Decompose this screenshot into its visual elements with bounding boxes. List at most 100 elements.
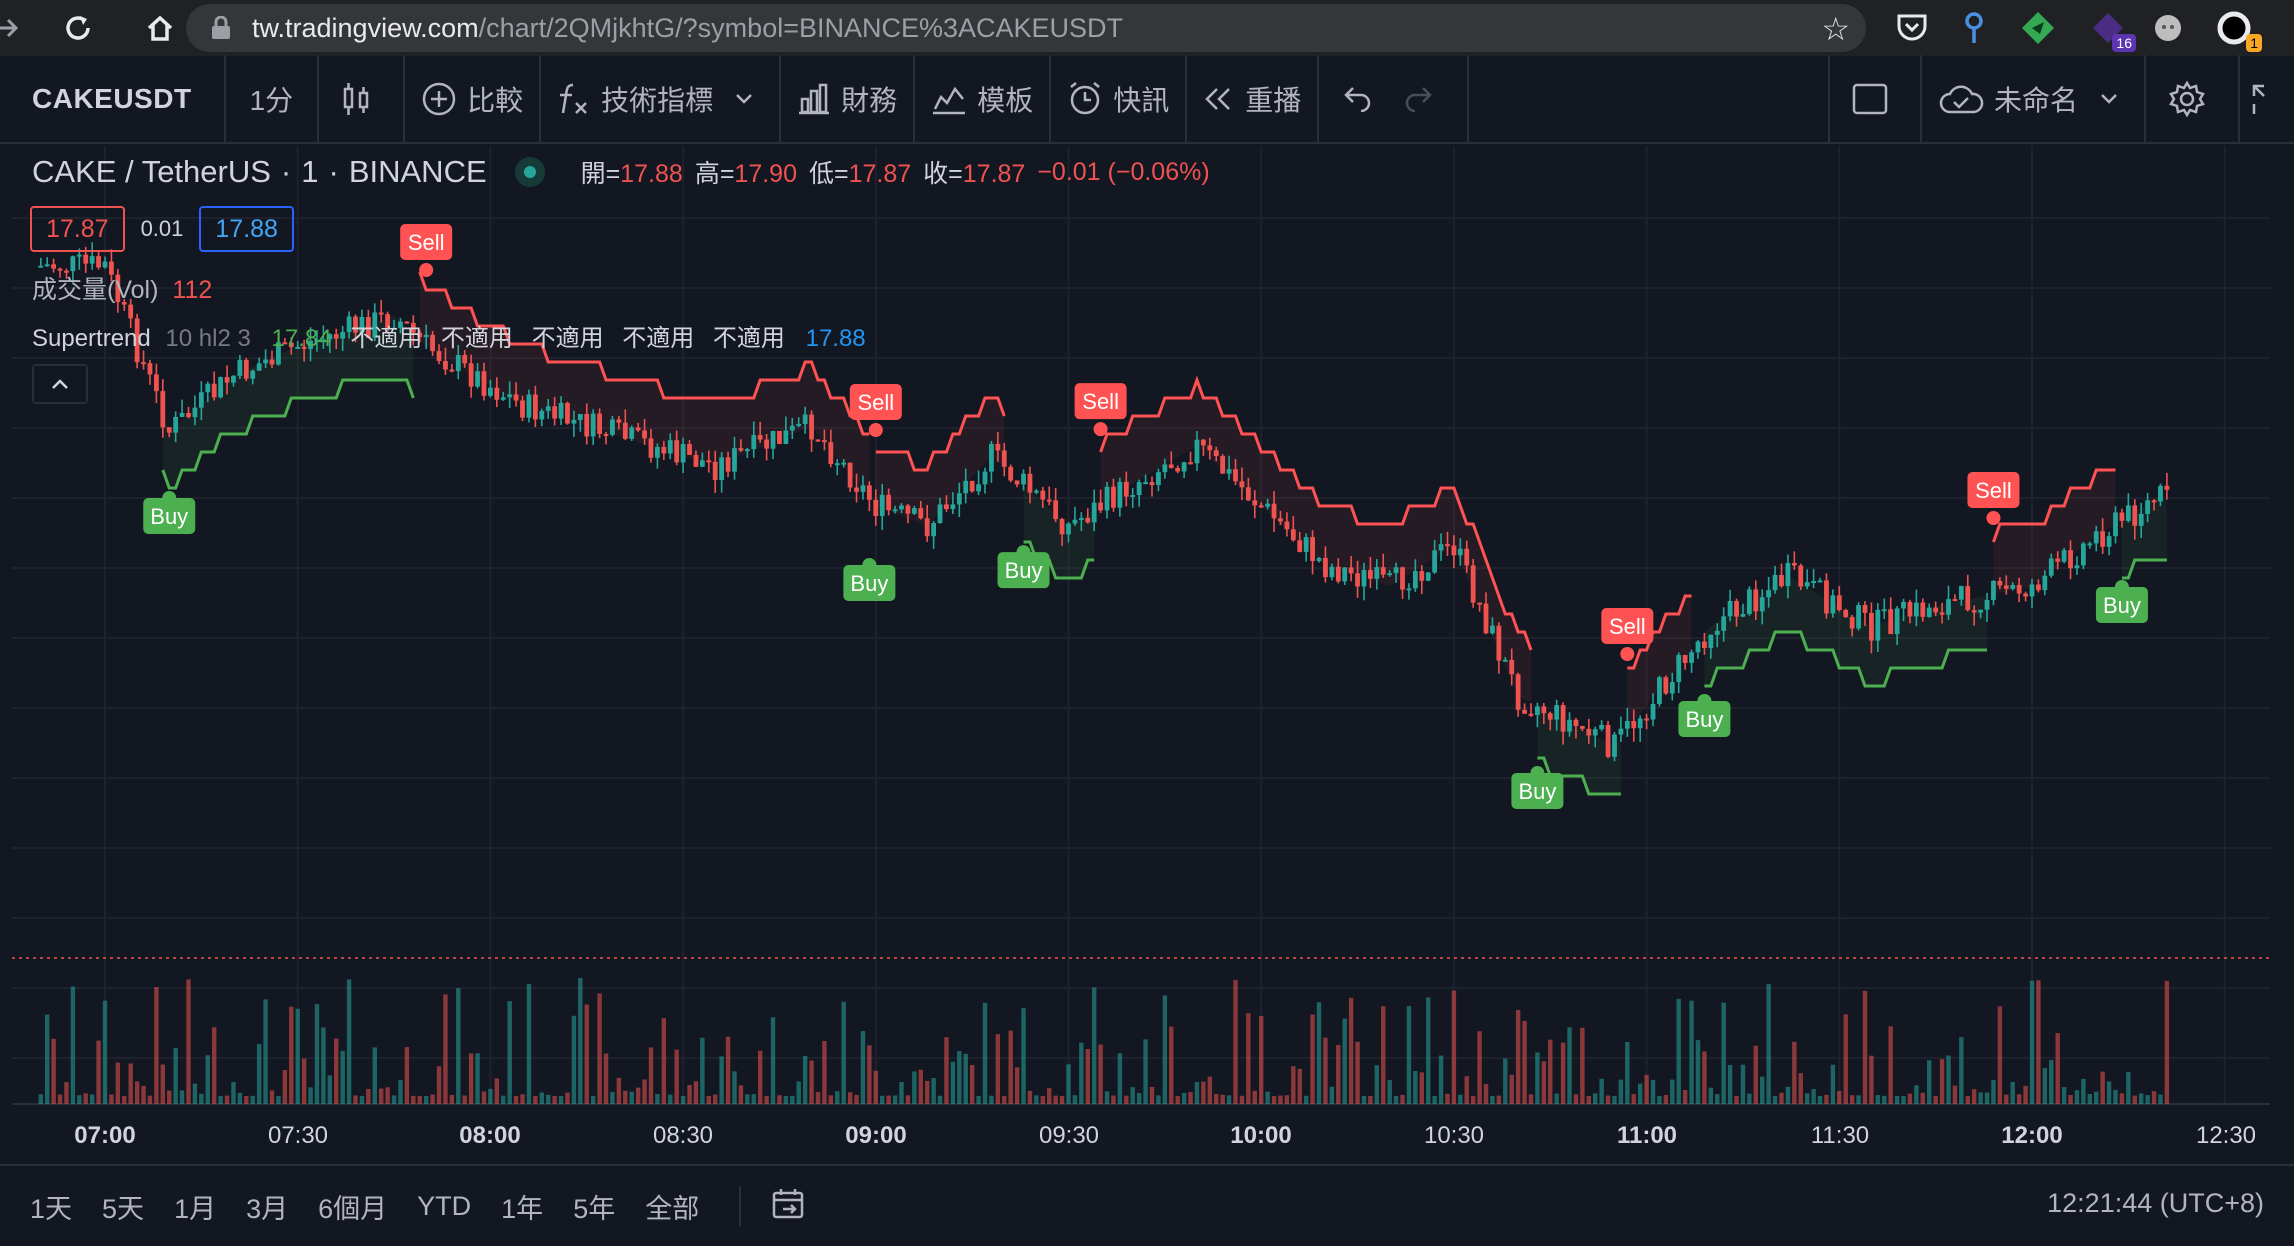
location-pin-icon[interactable] [1954, 8, 1994, 48]
reload-icon[interactable] [50, 0, 106, 56]
goto-date-button[interactable] [771, 1187, 805, 1226]
range-button-3m[interactable]: 3月 [246, 1193, 289, 1224]
signal-box [1601, 608, 1654, 644]
candle-body [1014, 480, 1020, 485]
save-layout-button[interactable]: 未命名 [1922, 55, 2146, 143]
legend-collapse-button[interactable] [32, 364, 88, 404]
candle-body [365, 317, 371, 338]
profile-icon[interactable]: 1 [2214, 8, 2262, 52]
chart-legend: CAKE / TetherUS · 1 · BINANCE 開=17.88 高=… [32, 154, 1222, 190]
price-chart[interactable]: Sell Buy Sell Buy Buy Sell Sell Buy Buy Sell Buy [0, 146, 2294, 1150]
volume-bar [1593, 1093, 1598, 1104]
compare-button[interactable]: 比較 [405, 55, 542, 143]
buy-price-button[interactable]: 17.88 [199, 206, 294, 252]
candle-body [1862, 605, 1868, 613]
volume-bar [873, 1070, 878, 1104]
volume-bar [1393, 1095, 1399, 1104]
volume-bar [1528, 1094, 1534, 1104]
home-icon[interactable] [132, 0, 188, 56]
sell-price-button[interactable]: 17.87 [30, 206, 125, 252]
replay-button[interactable]: 重播 [1187, 55, 1320, 143]
volume-bar [64, 1082, 69, 1104]
settings-button[interactable] [2146, 55, 2240, 143]
financials-button[interactable]: 財務 [781, 55, 916, 143]
legend-symbol-title[interactable]: CAKE / TetherUS [32, 154, 271, 189]
volume-bar [507, 1001, 512, 1104]
candle-body [2010, 584, 2016, 589]
supertrend-up-line [2121, 558, 2167, 580]
signal-labels: Sell Buy Sell Buy Buy Sell Sell Buy Buy Sell Buy [143, 224, 2148, 809]
volume-bar [822, 1041, 827, 1104]
candle-body [2138, 513, 2144, 526]
candle-body [712, 461, 718, 480]
pocket-icon[interactable] [1892, 8, 1932, 48]
purple-extension-icon[interactable]: 16 [2088, 8, 2136, 52]
range-button-ytd[interactable]: YTD [417, 1190, 472, 1221]
redo-icon[interactable] [1403, 86, 1433, 112]
candle-body [1965, 586, 1971, 611]
range-button-1m[interactable]: 1月 [174, 1193, 217, 1224]
range-button-all[interactable]: 全部 [645, 1193, 700, 1224]
range-button-5y[interactable]: 5年 [573, 1193, 616, 1224]
alerts-button[interactable]: 快訊 [1051, 55, 1188, 143]
bookmark-star-icon[interactable]: ☆ [1821, 11, 1850, 47]
chart-type-button[interactable] [319, 55, 406, 143]
volume-bar [2145, 1095, 2150, 1104]
clock-timezone[interactable]: 12:21:44 (UTC+8) [2047, 1188, 2264, 1218]
volume-bar [1612, 1095, 1617, 1104]
symbol-search-button[interactable]: CAKEUSDT [0, 55, 226, 143]
address-bar[interactable]: tw.tradingview.com/chart/2QMjkhtG/?symbo… [186, 4, 1866, 52]
volume-bar [1625, 1041, 1630, 1104]
volume-bar [802, 1055, 808, 1104]
supertrend-fill-area [419, 272, 870, 498]
range-button-1d[interactable]: 1天 [30, 1193, 73, 1224]
market-status-icon[interactable] [514, 157, 545, 187]
supertrend-legend-value: 17.84 [271, 325, 332, 352]
candle-body [38, 265, 44, 268]
volume-bar [571, 1015, 577, 1104]
forward-icon[interactable] [0, 0, 20, 56]
candle-body [1766, 590, 1772, 598]
templates-button[interactable]: 模板 [915, 55, 1052, 143]
volume-bar [250, 1095, 255, 1104]
volume-bar [757, 1050, 763, 1104]
candle-body [404, 321, 410, 324]
candle-body [141, 362, 146, 365]
interval-button[interactable]: 1分 [226, 55, 320, 143]
volume-bar [1066, 1064, 1071, 1104]
candle-body [1303, 537, 1309, 552]
candle-body [1290, 529, 1296, 541]
candle-body [828, 442, 834, 465]
indicators-button[interactable]: 技術指標 [541, 55, 782, 143]
volume-bar [224, 1095, 230, 1104]
candle-body [1194, 439, 1200, 464]
volume-bar [1490, 1095, 1495, 1104]
volume-bar [982, 1002, 988, 1104]
volume-legend[interactable]: 成交量(Vol) 112 [32, 270, 212, 306]
range-button-5d[interactable]: 5天 [102, 1193, 145, 1224]
candle-body [314, 339, 320, 342]
volume-bar [1817, 1095, 1823, 1104]
candle-body [565, 403, 570, 424]
green-extension-icon[interactable] [2018, 8, 2058, 48]
range-button-6m[interactable]: 6個月 [318, 1193, 388, 1224]
chart-pane[interactable]: Sell Buy Sell Buy Buy Sell Sell Buy Buy Sell Buy [0, 146, 2294, 1150]
candle-body [1432, 550, 1438, 573]
volume-bar [1689, 1000, 1694, 1104]
volume-bar [924, 1080, 930, 1104]
supertrend-legend[interactable]: Supertrend 10 hl2 3 17.84 不適用 不適用 不適用 不適… [32, 318, 866, 353]
candle-body [744, 449, 750, 452]
volume-bar [597, 993, 602, 1104]
volume-bar [969, 1064, 975, 1104]
candle-body [1348, 567, 1354, 574]
candle-body [1772, 575, 1778, 591]
range-button-1y[interactable]: 1年 [501, 1193, 544, 1224]
candle-body [1978, 609, 1984, 613]
volume-bar [269, 1090, 275, 1104]
candle-body [545, 406, 551, 411]
gray-extension-icon[interactable] [2148, 8, 2188, 48]
candle-body [1419, 571, 1425, 581]
fullscreen-button[interactable] [2240, 55, 2294, 143]
undo-icon[interactable] [1343, 86, 1373, 112]
fullscreen-toggle-button[interactable] [1827, 55, 1922, 143]
